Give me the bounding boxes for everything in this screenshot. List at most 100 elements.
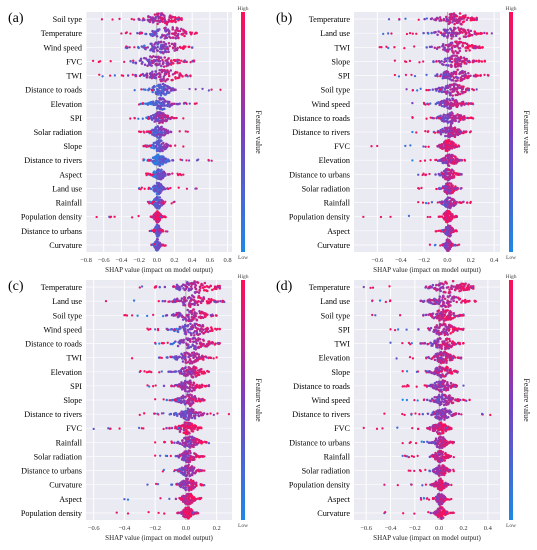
colorbar-low-label: Low <box>238 255 248 261</box>
shap-point <box>182 283 185 287</box>
shap-point <box>211 313 214 316</box>
shap-point <box>161 62 165 66</box>
shap-point <box>473 74 476 78</box>
swarm-wind-speed <box>411 97 475 110</box>
shap-point <box>167 300 170 303</box>
shap-point <box>160 116 164 120</box>
shap-point <box>450 187 454 190</box>
shap-point <box>140 285 144 288</box>
shap-point <box>153 129 156 133</box>
shap-point <box>108 74 112 77</box>
shap-point <box>162 97 166 101</box>
shap-point <box>216 300 219 304</box>
x-tick-label: −0.4 <box>395 257 408 264</box>
shap-point <box>410 73 413 77</box>
shap-point <box>413 74 417 78</box>
shap-point <box>446 219 450 222</box>
shap-point <box>153 328 157 331</box>
shap-point <box>196 303 200 307</box>
shap-point <box>186 407 190 411</box>
shap-point <box>157 211 161 215</box>
shap-point <box>425 46 428 49</box>
shap-point <box>162 384 166 388</box>
shap-point <box>370 145 373 148</box>
shap-point <box>162 412 165 415</box>
shap-point <box>454 155 457 159</box>
shap-point <box>453 87 456 91</box>
shap-point <box>150 370 153 374</box>
shap-point <box>468 59 471 63</box>
shap-point <box>450 113 453 117</box>
feature-label: Rainfall <box>56 438 83 447</box>
shap-point <box>163 28 167 32</box>
shap-point <box>456 83 459 87</box>
shap-point <box>196 281 200 284</box>
shap-point <box>475 18 478 21</box>
feature-label: Soil type <box>53 15 83 24</box>
shap-point <box>181 318 185 321</box>
shap-point <box>449 124 453 128</box>
shap-point <box>460 71 463 75</box>
shap-point <box>177 399 180 402</box>
shap-point <box>207 341 211 344</box>
swarm-solar-radiation <box>417 181 463 195</box>
shap-point <box>187 425 191 429</box>
shap-point <box>411 89 414 92</box>
shap-point <box>137 17 140 21</box>
shap-point <box>150 32 154 36</box>
x-tick-label: 0.2 <box>170 257 178 264</box>
shap-point <box>161 34 165 38</box>
shap-point <box>159 40 163 43</box>
shap-point <box>449 140 452 143</box>
shap-point <box>154 205 158 209</box>
shap-point <box>466 28 470 32</box>
x-tick-label: −0.2 <box>149 525 161 532</box>
shap-point <box>467 34 470 38</box>
shap-point <box>461 117 464 120</box>
shap-point <box>433 244 437 247</box>
shap-point <box>166 114 169 118</box>
shap-point <box>188 353 192 356</box>
shap-point <box>461 28 465 32</box>
shap-point <box>196 323 200 327</box>
shap-point <box>144 144 147 147</box>
shap-point <box>447 168 450 171</box>
shap-point <box>176 284 179 288</box>
feature-label: FVC <box>334 142 350 151</box>
shap-point <box>451 118 455 122</box>
shap-point <box>141 117 144 120</box>
shap-point <box>436 131 439 134</box>
shap-point <box>444 202 447 205</box>
swarm-temperature <box>120 26 198 40</box>
shap-point <box>458 173 461 176</box>
shap-point <box>190 282 194 286</box>
shap-point <box>187 443 191 446</box>
swarm-soil-type <box>100 12 183 26</box>
shap-point <box>458 49 462 53</box>
shap-point <box>180 382 184 385</box>
shap-point <box>151 201 154 204</box>
shap-point <box>173 44 177 47</box>
shap-point <box>163 84 166 87</box>
shap-point <box>156 49 160 52</box>
shap-point <box>133 46 136 49</box>
shap-point <box>425 117 428 120</box>
shap-point <box>152 146 155 150</box>
shap-point <box>183 29 187 33</box>
shap-point <box>463 70 467 74</box>
shap-point <box>181 443 184 447</box>
shap-point <box>175 355 178 358</box>
shap-point <box>194 410 198 414</box>
shap-point <box>132 18 136 21</box>
shap-point <box>486 73 490 77</box>
feature-label: Wind speed <box>311 100 350 109</box>
shap-point <box>409 144 412 147</box>
shap-point <box>165 313 169 317</box>
shap-point <box>450 217 453 221</box>
x-tick-label: 0.4 <box>490 257 499 264</box>
shap-point <box>446 76 449 80</box>
shap-point <box>450 55 453 58</box>
shap-point <box>227 413 231 416</box>
shap-point <box>190 427 193 431</box>
shap-point <box>92 427 95 431</box>
